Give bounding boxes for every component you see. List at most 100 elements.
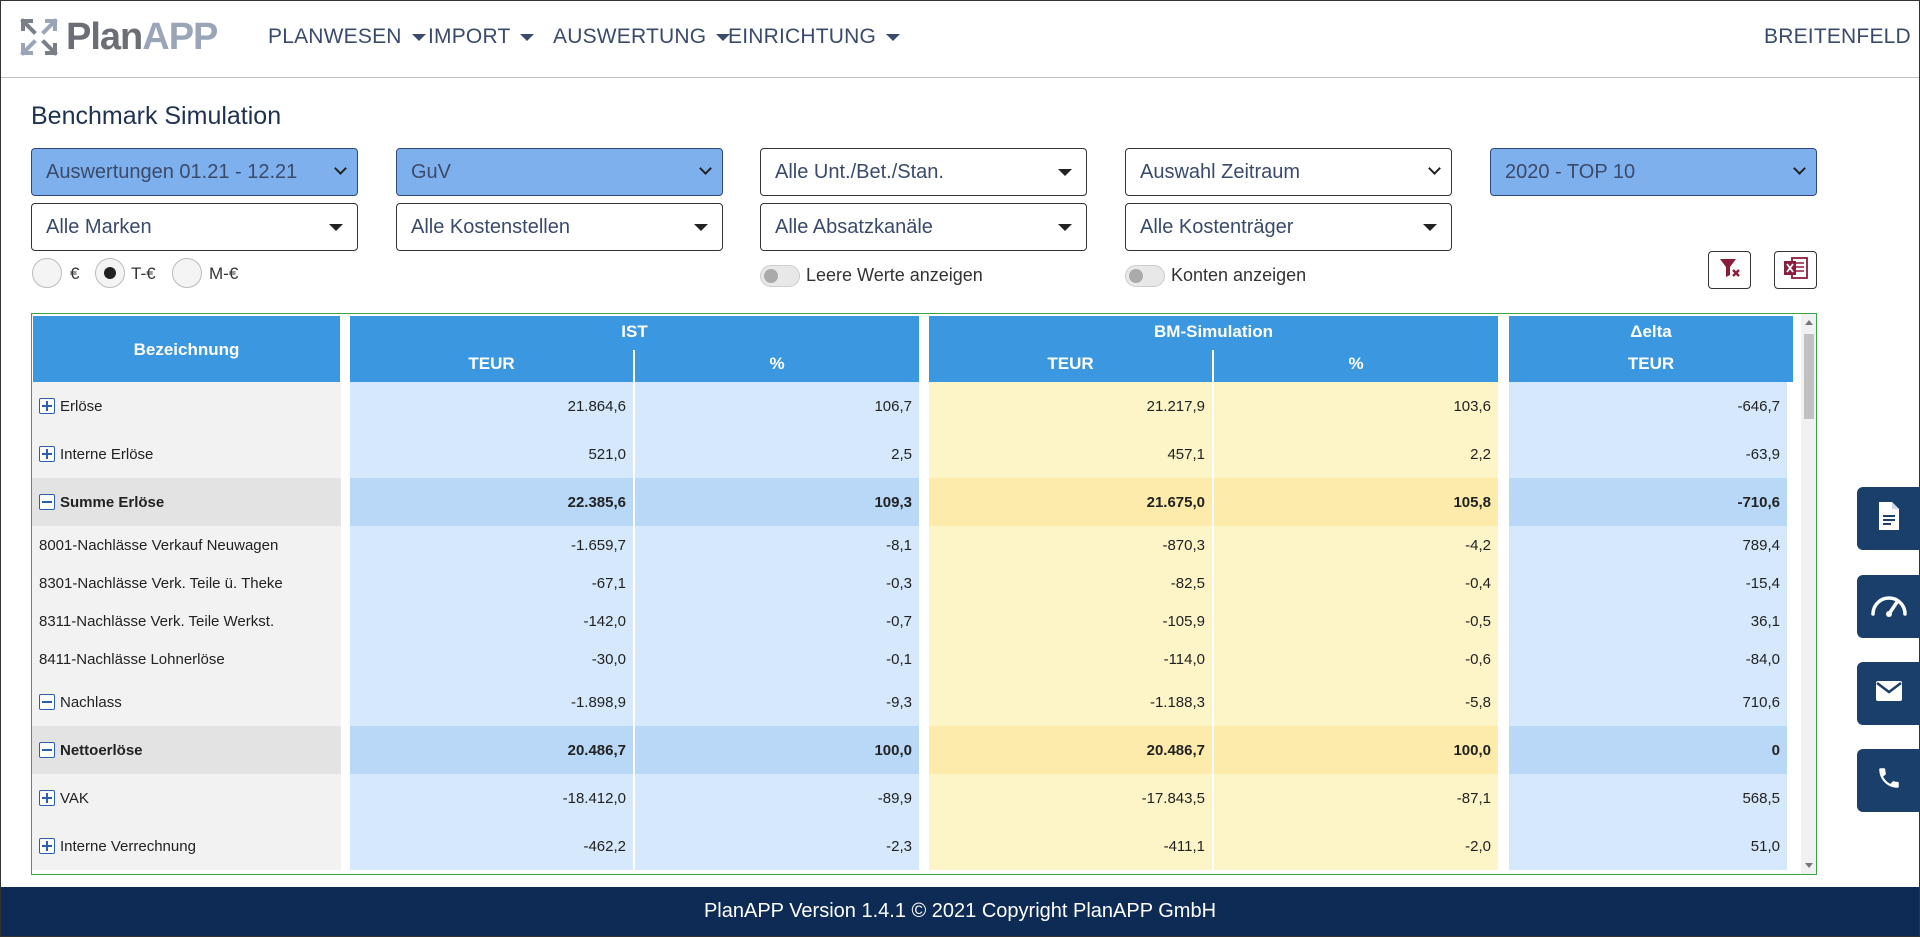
cell-bm-pct: -5,8	[1214, 678, 1498, 726]
excel-export-button[interactable]	[1774, 251, 1817, 289]
cell-bm-teur: 457,1	[929, 430, 1212, 478]
select-cost-unit[interactable]: Alle Kostenträger	[1125, 203, 1452, 251]
radio-teur[interactable]	[95, 258, 125, 288]
select-period[interactable]: Auswahl Zeitraum	[1125, 148, 1452, 196]
cell-ist-pct: 100,0	[635, 726, 919, 774]
table-row: 8311-Nachlässe Verk. Teile Werkst. -142,0…	[32, 602, 1787, 640]
cell-bm-teur: -17.843,5	[929, 774, 1212, 822]
cell-ist-pct: -2,3	[635, 822, 919, 870]
radio-eur[interactable]	[32, 258, 62, 288]
cell-bm-pct: -0,4	[1214, 564, 1498, 602]
row-label[interactable]: Nettoerlöse	[32, 726, 341, 774]
cell-ist-pct: 109,3	[635, 478, 919, 526]
toggle-empty-values-label: Leere Werte anzeigen	[806, 265, 983, 285]
collapse-icon[interactable]	[39, 694, 55, 710]
cell-delta: -710,6	[1509, 478, 1787, 526]
header-ist-pct[interactable]: %	[769, 354, 785, 373]
document-icon	[1876, 501, 1902, 536]
cell-bm-pct: -0,5	[1214, 602, 1498, 640]
table-row: Interne Erlöse 521,0 2,5 457,1 2,2 -63,9	[32, 430, 1787, 478]
cell-ist-pct: -9,3	[635, 678, 919, 726]
expand-icon[interactable]	[39, 446, 55, 462]
row-label[interactable]: Interne Erlöse	[32, 430, 341, 478]
benchmark-table: Bezeichnung IST TEUR % BM-Simulation TEU…	[31, 313, 1817, 875]
scroll-down-icon[interactable]	[1805, 863, 1813, 868]
toggle-accounts[interactable]	[1125, 265, 1165, 287]
header-bm-teur[interactable]: TEUR	[1047, 354, 1094, 373]
cell-delta: -646,7	[1509, 382, 1787, 430]
nav-planwesen[interactable]: PLANWESEN	[268, 25, 426, 49]
expand-icon[interactable]	[39, 838, 55, 854]
header-label[interactable]: Bezeichnung	[33, 316, 340, 382]
table-row: Summe Erlöse 22.385,6 109,3 21.675,0 105,8 -7…	[32, 478, 1787, 526]
document-button[interactable]	[1857, 487, 1920, 550]
table-row: Nachlass -1.898,9 -9,3 -1.188,3 -5,8 710,6	[32, 678, 1787, 726]
row-label[interactable]: VAK	[32, 774, 341, 822]
mail-icon	[1875, 680, 1903, 707]
select-company[interactable]: Alle Unt./Bet./Stan.	[760, 148, 1087, 196]
cell-delta: -84,0	[1509, 640, 1787, 678]
logo-text: PlanAPP	[66, 15, 218, 58]
caret-down-icon	[1058, 169, 1072, 176]
cell-delta: -15,4	[1509, 564, 1787, 602]
navbar: PlanAPP PLANWESEN IMPORT AUSWERTUNG EINR…	[1, 1, 1919, 78]
caret-down-icon	[1058, 224, 1072, 231]
header-delta-teur[interactable]: TEUR	[1627, 354, 1675, 373]
row-label[interactable]: Summe Erlöse	[32, 478, 341, 526]
header-bm-pct[interactable]: %	[1348, 354, 1364, 373]
cell-delta: 789,4	[1509, 526, 1787, 564]
cell-ist-teur: 22.385,6	[350, 478, 633, 526]
table-row: 8411-Nachlässe Lohnerlöse -30,0 -0,1 -114,0…	[32, 640, 1787, 678]
select-brand[interactable]: Alle Marken	[31, 203, 358, 251]
nav-import[interactable]: IMPORT	[428, 25, 535, 49]
cell-ist-teur: -462,2	[350, 822, 633, 870]
logo[interactable]: PlanAPP	[20, 15, 218, 59]
table-scrollbar[interactable]	[1801, 314, 1816, 874]
caret-down-icon	[520, 33, 535, 41]
cell-bm-teur: 21.675,0	[929, 478, 1212, 526]
cell-ist-pct: 106,7	[635, 382, 919, 430]
cell-ist-teur: -67,1	[350, 564, 633, 602]
header-ist: IST TEUR %	[350, 316, 919, 382]
user-menu[interactable]: BREITENFELD	[1764, 25, 1911, 48]
cell-bm-pct: 103,6	[1214, 382, 1498, 430]
cell-ist-pct: -0,1	[635, 640, 919, 678]
select-sales-channel[interactable]: Alle Absatzkanäle	[760, 203, 1087, 251]
row-label[interactable]: Nachlass	[32, 678, 341, 726]
expand-icon[interactable]	[39, 398, 55, 414]
radio-meur[interactable]	[172, 258, 202, 288]
header-bm: BM-Simulation TEUR %	[929, 316, 1498, 382]
scroll-thumb[interactable]	[1804, 334, 1814, 419]
collapse-icon[interactable]	[39, 742, 55, 758]
clear-filter-button[interactable]	[1708, 251, 1751, 289]
nav-einrichtung[interactable]: EINRICHTUNG	[728, 25, 901, 49]
select-cost-center[interactable]: Alle Kostenstellen	[396, 203, 723, 251]
cell-ist-pct: 2,5	[635, 430, 919, 478]
header-ist-teur[interactable]: TEUR	[468, 354, 515, 373]
row-label[interactable]: Interne Verrechnung	[32, 822, 341, 870]
select-auswertung[interactable]: Auswertungen 01.21 - 12.21	[31, 148, 358, 196]
caret-down-icon	[716, 33, 731, 41]
cell-ist-teur: 21.864,6	[350, 382, 633, 430]
select-benchmark[interactable]: 2020 - TOP 10	[1490, 148, 1817, 196]
cell-bm-teur: -82,5	[929, 564, 1212, 602]
toggle-empty-values[interactable]	[760, 265, 800, 287]
logo-arrows-icon	[20, 18, 58, 56]
cell-delta: 0	[1509, 726, 1787, 774]
caret-down-icon	[886, 33, 901, 41]
cell-bm-teur: -105,9	[929, 602, 1212, 640]
dashboard-button[interactable]	[1857, 575, 1920, 638]
select-report-type[interactable]: GuV	[396, 148, 723, 196]
scroll-up-icon[interactable]	[1805, 320, 1813, 325]
expand-icon[interactable]	[39, 790, 55, 806]
collapse-icon[interactable]	[39, 494, 55, 510]
mail-button[interactable]	[1857, 662, 1920, 725]
cell-ist-pct: -0,7	[635, 602, 919, 640]
chevron-down-icon	[699, 162, 712, 175]
phone-button[interactable]	[1857, 749, 1920, 812]
cell-delta: 710,6	[1509, 678, 1787, 726]
nav-auswertung[interactable]: AUSWERTUNG	[553, 25, 731, 49]
table-row: 8301-Nachlässe Verk. Teile ü. Theke -67,1…	[32, 564, 1787, 602]
row-label[interactable]: Erlöse	[32, 382, 341, 430]
caret-down-icon	[329, 224, 343, 231]
